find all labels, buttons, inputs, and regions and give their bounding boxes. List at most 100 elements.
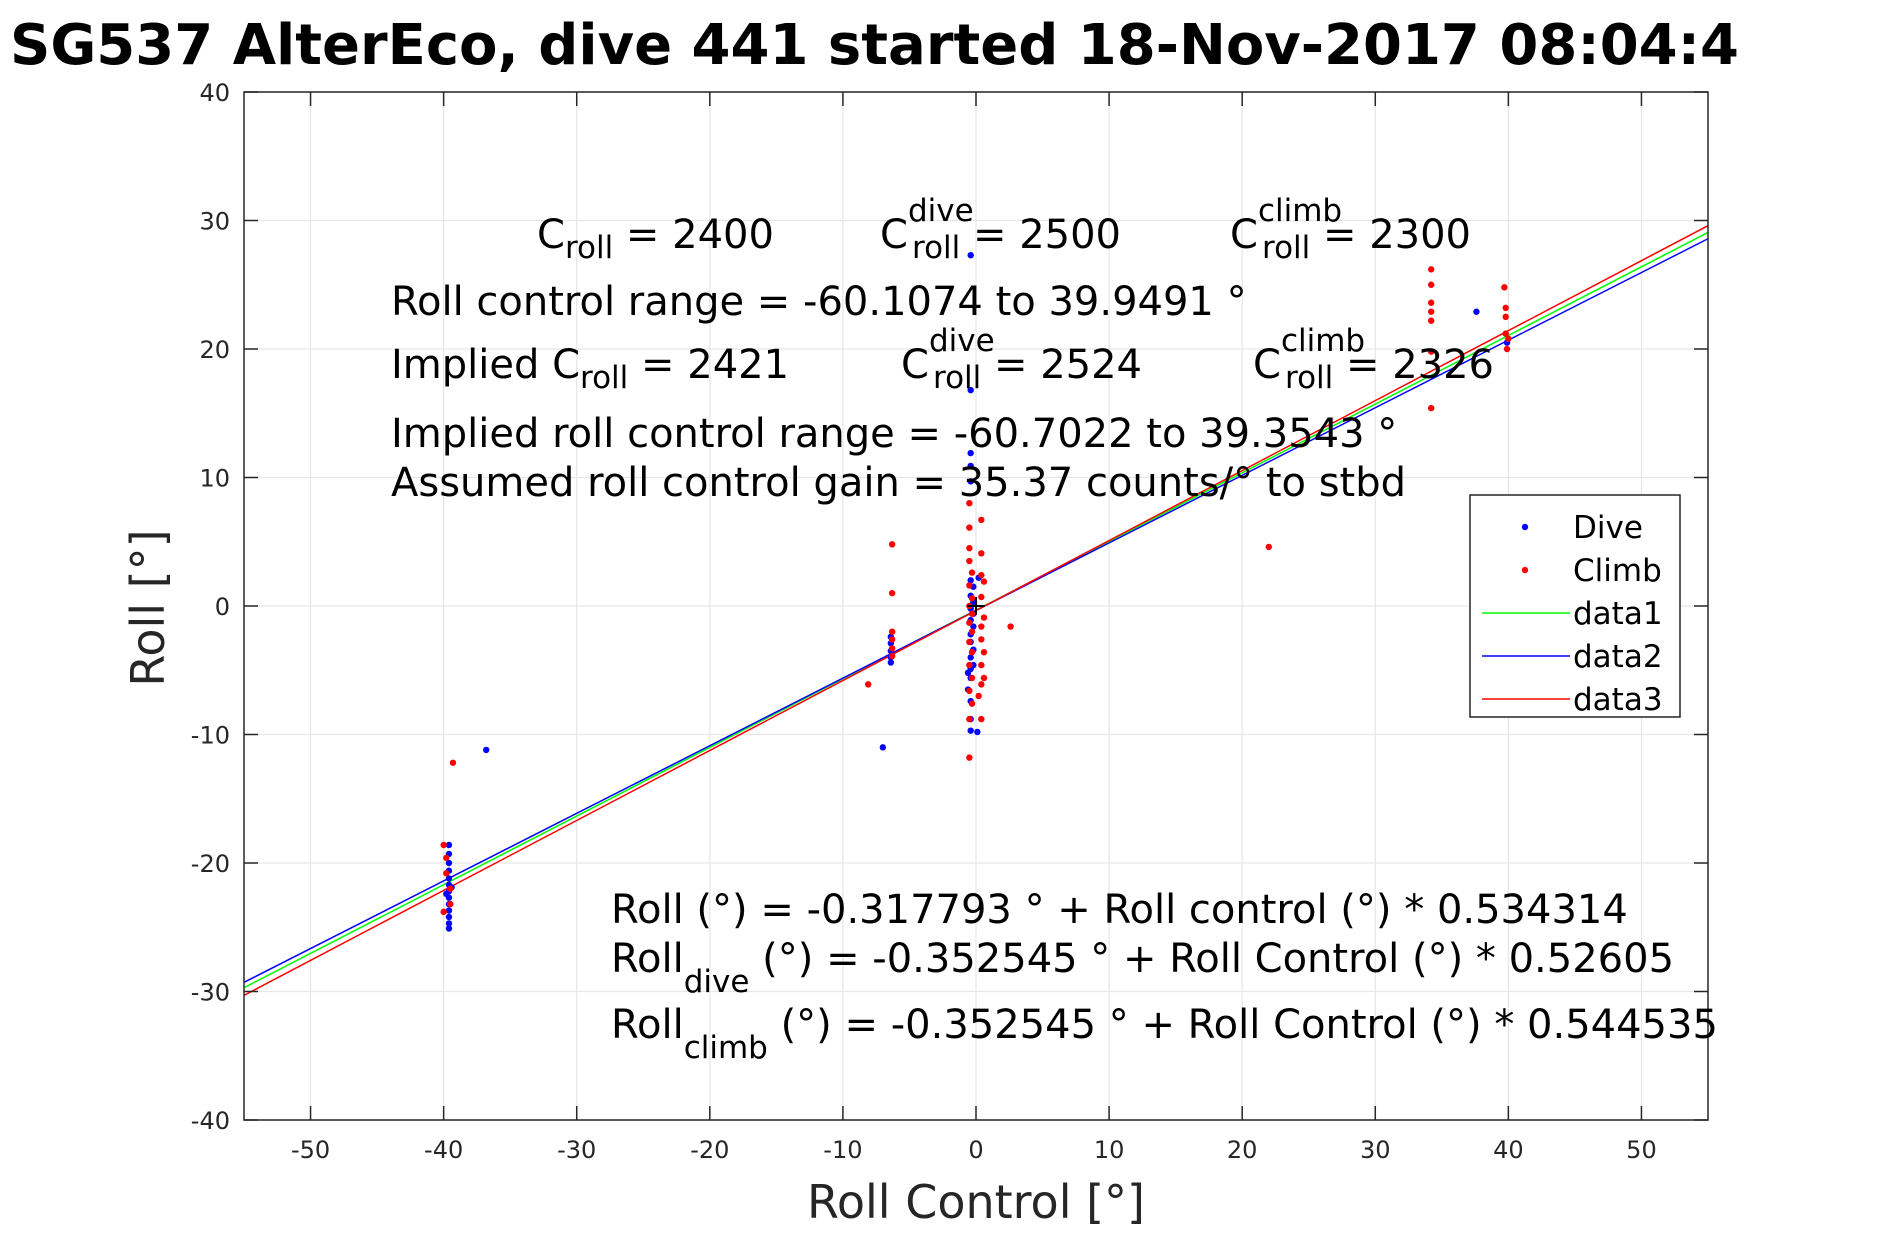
legend-label-data2: data2 xyxy=(1573,639,1663,675)
point-dive xyxy=(445,913,453,921)
point-climb xyxy=(888,589,896,597)
annotation-c-roll-climb: Cclimb roll = 2300 xyxy=(1230,193,1471,266)
y-tick-label: 30 xyxy=(199,208,230,236)
point-dive xyxy=(483,746,490,754)
point-dive xyxy=(445,907,453,914)
point-climb xyxy=(449,759,457,766)
point-climb xyxy=(966,754,973,761)
legend-label-data1: data1 xyxy=(1573,596,1663,632)
point-dive xyxy=(967,251,974,259)
legend-label-data3: data3 xyxy=(1573,682,1663,718)
x-tick-label: -40 xyxy=(424,1136,463,1164)
point-climb xyxy=(966,687,973,695)
x-tick-label: 0 xyxy=(968,1136,983,1164)
point-climb xyxy=(968,595,976,602)
y-tick-label: -10 xyxy=(191,722,230,750)
point-climb xyxy=(1502,313,1509,321)
point-climb xyxy=(968,700,976,707)
annotation-implied-c-roll: Implied Croll = 2421 xyxy=(391,342,789,396)
point-climb xyxy=(888,652,896,660)
point-climb xyxy=(980,649,988,656)
x-tick-label: 20 xyxy=(1227,1136,1258,1164)
point-dive xyxy=(967,478,974,485)
point-climb xyxy=(978,715,985,723)
y-tick-label: -20 xyxy=(191,850,230,878)
point-climb xyxy=(968,628,976,635)
point-dive xyxy=(970,623,977,630)
point-dive xyxy=(967,449,974,457)
legend-swatch-climb xyxy=(1521,566,1529,574)
point-climb xyxy=(980,674,988,682)
x-tick-label: 50 xyxy=(1626,1136,1657,1164)
origin-marker xyxy=(967,597,985,615)
legend-box xyxy=(1469,494,1681,718)
point-climb xyxy=(966,557,973,565)
x-tick-label: 10 xyxy=(1094,1136,1125,1164)
point-climb xyxy=(447,900,454,908)
point-climb xyxy=(1502,330,1509,337)
annotation-fit-dive: Rolldive (°) = -0.352545 ° + Roll Contro… xyxy=(611,936,1674,1000)
annotation-gain: Assumed roll control gain = 35.37 counts… xyxy=(391,460,1406,506)
point-climb xyxy=(888,628,896,635)
y-tick-label: 40 xyxy=(199,79,230,107)
x-tick-label: -30 xyxy=(557,1136,596,1164)
point-climb xyxy=(888,541,896,548)
annotation-fit-climb: Rollclimb (°) = -0.352545 ° + Roll Contr… xyxy=(611,1002,1718,1066)
x-tick-label: -10 xyxy=(823,1136,862,1164)
point-climb xyxy=(968,610,976,617)
y-tick-label: 10 xyxy=(199,465,230,493)
point-climb xyxy=(1427,308,1435,315)
point-dive xyxy=(443,890,450,898)
point-climb xyxy=(978,550,985,557)
legend-swatch-dive xyxy=(1521,523,1529,531)
point-climb xyxy=(978,593,985,601)
point-climb xyxy=(966,619,973,626)
axis-ticks: -50 -40 -30 -20 -10 0 10 20 30 40 50 -40 -30 -20 -10 0 1… xyxy=(191,79,1708,1164)
point-climb xyxy=(1427,266,1435,273)
point-dive xyxy=(967,727,974,734)
point-climb xyxy=(443,854,450,862)
point-climb xyxy=(864,681,872,688)
x-axis-label: Roll Control [°] xyxy=(807,1175,1145,1229)
chart-title: SG537 AlterEco, dive 441 started 18-Nov-… xyxy=(10,13,1739,78)
point-climb xyxy=(1427,348,1435,355)
point-dive xyxy=(974,728,981,736)
data-points xyxy=(440,251,1512,932)
point-climb xyxy=(440,908,447,916)
point-climb xyxy=(1265,543,1273,551)
point-dive xyxy=(967,386,974,394)
annotation-fit-all: Roll (°) = -0.317793 ° + Roll control (°… xyxy=(611,887,1628,933)
point-climb xyxy=(1503,345,1511,353)
point-climb xyxy=(978,516,985,524)
point-climb xyxy=(1502,304,1509,312)
point-dive xyxy=(445,841,453,849)
annotation-implied-c-roll-dive: Cdive roll = 2524 xyxy=(901,323,1142,396)
x-tick-label: -50 xyxy=(291,1136,330,1164)
x-tick-label: 30 xyxy=(1360,1136,1391,1164)
point-climb xyxy=(443,870,450,877)
point-climb xyxy=(966,661,973,669)
point-dive xyxy=(445,875,453,882)
x-tick-label: 40 xyxy=(1493,1136,1524,1164)
y-axis-label: Roll [°] xyxy=(121,529,175,686)
point-climb xyxy=(980,614,988,621)
point-dive xyxy=(967,654,974,661)
point-climb xyxy=(1427,404,1435,412)
x-tick-label: -20 xyxy=(690,1136,729,1164)
annotation-implied-range: Implied roll control range = -60.7022 to… xyxy=(391,411,1397,457)
y-tick-label: 0 xyxy=(215,593,230,621)
annotation-c-roll-dive: Cdive roll = 2500 xyxy=(880,193,1121,266)
point-climb xyxy=(888,636,896,643)
point-climb xyxy=(1427,299,1435,306)
point-dive xyxy=(445,859,453,867)
point-climb xyxy=(978,571,985,579)
point-climb xyxy=(980,578,988,585)
point-climb xyxy=(1505,335,1512,342)
point-climb xyxy=(978,661,985,669)
y-tick-label: -30 xyxy=(191,979,230,1007)
point-dive xyxy=(887,659,895,666)
legend: Dive Climb data1 data2 data3 xyxy=(1469,494,1681,718)
annotation-implied-c-roll-climb: Cclimb roll = 2326 xyxy=(1253,323,1494,396)
point-climb xyxy=(888,645,896,652)
